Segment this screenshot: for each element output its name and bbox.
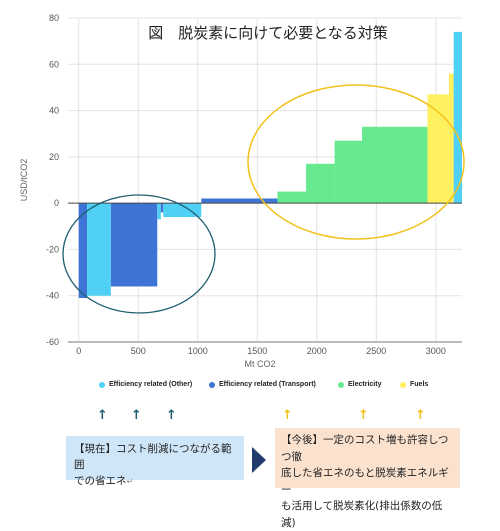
note-line: 【今後】一定のコスト増も許容しつつ徹 bbox=[281, 434, 449, 463]
arrow-up-icon: ↑ bbox=[131, 408, 142, 423]
bar bbox=[277, 191, 307, 204]
y-tick-label: 0 bbox=[54, 198, 59, 208]
bar bbox=[427, 94, 449, 204]
x-axis-title: Mt CO2 bbox=[244, 359, 275, 369]
current-measures-note: 【現在】コスト削減につながる範囲 での省エネ↵ bbox=[66, 436, 244, 487]
legend-label: Fuels bbox=[410, 381, 429, 388]
bar bbox=[87, 203, 111, 296]
tick-labels: -60 -40 -20 0 20 40 60 80 0 500 1000 1500 2000 2500 30… bbox=[46, 13, 446, 356]
x-tick-label: 1500 bbox=[247, 346, 267, 356]
bar bbox=[183, 203, 202, 218]
legend-label: Efficiency related (Other) bbox=[109, 381, 193, 388]
legend-item-electricity: Electricity bbox=[338, 381, 381, 388]
arrow-up-icon: ↑ bbox=[415, 408, 426, 423]
bars bbox=[78, 31, 462, 299]
legend-swatch bbox=[209, 381, 215, 388]
y-tick-label: -40 bbox=[46, 291, 59, 301]
x-tick-label: 0 bbox=[76, 346, 81, 356]
bar bbox=[334, 140, 363, 204]
bar bbox=[362, 126, 428, 204]
x-tick-label: 500 bbox=[131, 346, 146, 356]
arrow-up-icon: ↑ bbox=[97, 408, 108, 423]
current-range-highlight bbox=[62, 194, 216, 314]
legend-label: Efficiency related (Transport) bbox=[219, 381, 316, 388]
x-tick-label: 2500 bbox=[366, 346, 386, 356]
arrow-up-icon: ↑ bbox=[358, 408, 369, 423]
future-measures-note: 【今後】一定のコスト増も許容しつつ徹 底した省エネのもと脱炭素エネルギー も活用… bbox=[275, 428, 460, 529]
bar bbox=[201, 198, 278, 204]
y-axis-title: USD/tCO2 bbox=[19, 159, 29, 202]
legend-item-efficiency-other: Efficiency related (Other) bbox=[99, 381, 192, 388]
legend-label: Electricity bbox=[348, 381, 382, 388]
legend-swatch bbox=[400, 381, 406, 388]
chart-title: 図 脱炭素に向けて必要となる対策 bbox=[148, 24, 388, 42]
legend-item-fuels: Fuels bbox=[400, 381, 428, 388]
x-tick-label: 3000 bbox=[426, 346, 446, 356]
y-tick-label: -60 bbox=[46, 337, 59, 347]
note-line: 底した省エネのもと脱炭素エネルギー bbox=[281, 467, 449, 496]
bar bbox=[157, 203, 161, 220]
legend-item-efficiency-transport: Efficiency related (Transport) bbox=[209, 381, 316, 388]
arrow-up-icon: ↑ bbox=[282, 408, 293, 423]
bar bbox=[78, 203, 88, 299]
legend-swatch bbox=[338, 381, 344, 388]
bar bbox=[306, 163, 335, 204]
future-range-highlight bbox=[247, 84, 465, 240]
chart: 図 脱炭素に向けて必要となる対策 Mt CO2 USD/tCO2 -60-40-… bbox=[19, 13, 465, 369]
y-tick-label: 80 bbox=[49, 13, 59, 23]
y-tick-label: 60 bbox=[49, 59, 59, 69]
legend-swatch bbox=[99, 381, 105, 388]
note-line: も活用して脱炭素化(排出係数の低減) bbox=[281, 500, 443, 529]
bar bbox=[453, 31, 462, 204]
x-tick-label: 2000 bbox=[307, 346, 327, 356]
bar bbox=[163, 203, 184, 218]
x-tick-label: 1000 bbox=[188, 346, 208, 356]
bar bbox=[110, 203, 158, 287]
note-line: 【現在】コスト削減につながる範囲 bbox=[74, 443, 232, 471]
right-arrow-icon bbox=[252, 447, 266, 473]
y-tick-label: -20 bbox=[46, 244, 59, 254]
y-tick-label: 40 bbox=[49, 106, 59, 116]
y-tick-label: 20 bbox=[49, 152, 59, 162]
bar bbox=[448, 73, 454, 204]
bar bbox=[160, 203, 164, 213]
note-line: での省エネ↵ bbox=[74, 475, 134, 487]
arrow-up-icon: ↑ bbox=[166, 408, 177, 423]
